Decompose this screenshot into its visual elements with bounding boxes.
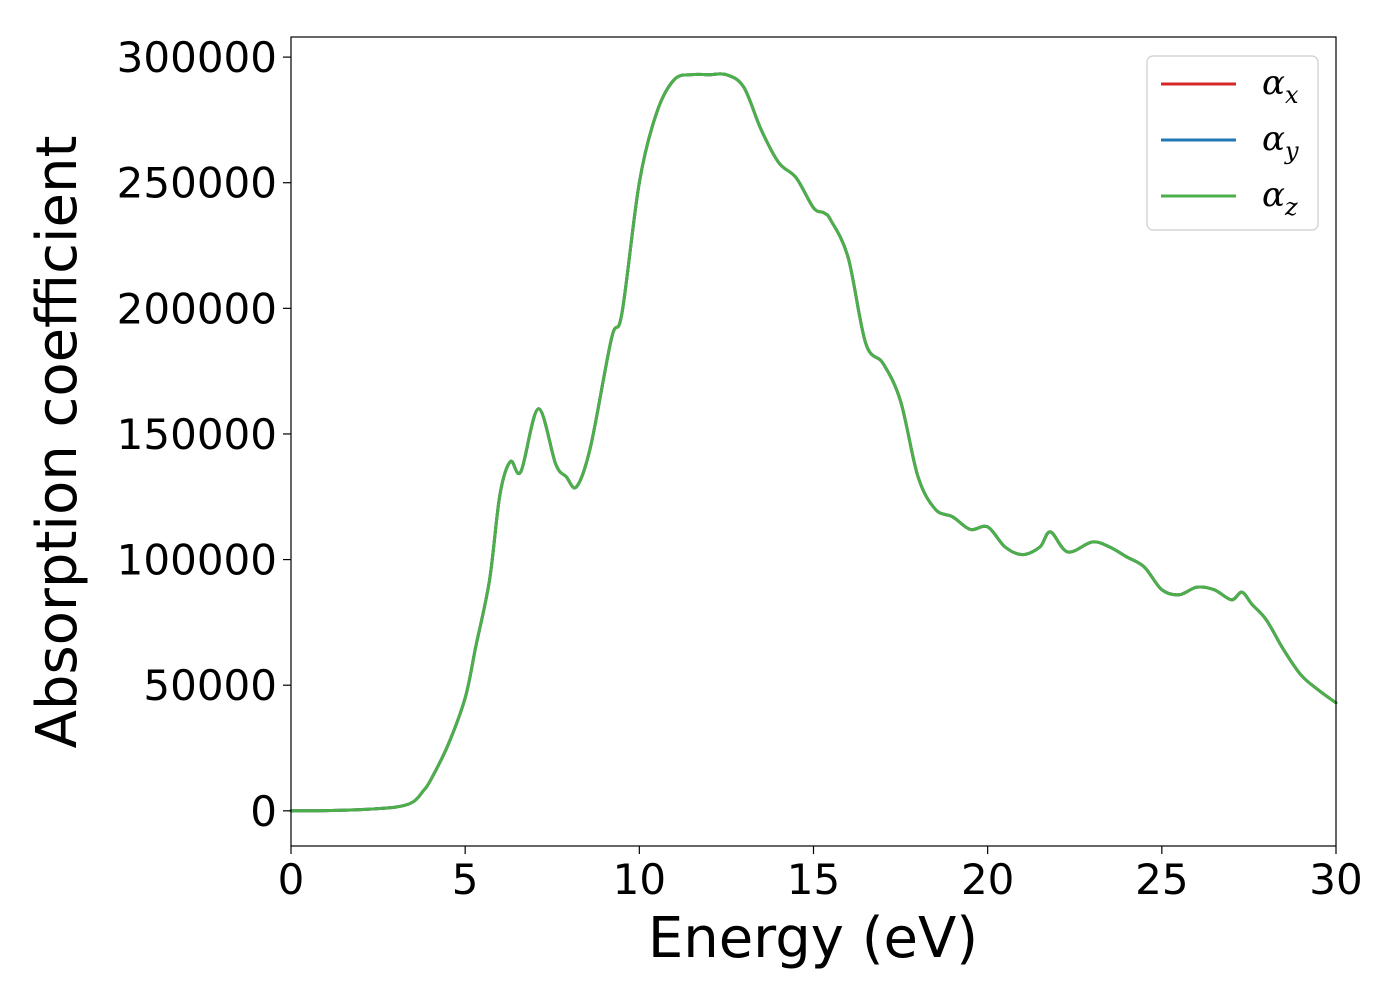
legend-label-z: αz bbox=[1262, 175, 1298, 221]
x-tick-label: 15 bbox=[787, 855, 840, 904]
x-tick-label: 25 bbox=[1135, 855, 1188, 904]
y-tick-label: 50000 bbox=[143, 661, 277, 710]
y-tick-label: 250000 bbox=[117, 159, 277, 208]
x-tick-label: 10 bbox=[613, 855, 666, 904]
legend: αx αy αz bbox=[1146, 55, 1319, 231]
y-tick-label: 100000 bbox=[117, 536, 277, 585]
series-line-z bbox=[289, 72, 1338, 813]
y-tick-label: 0 bbox=[250, 787, 277, 836]
x-tick-label: 5 bbox=[452, 855, 479, 904]
y-axis-ticks: 0 50000 100000 150000 200000 250000 300000 bbox=[117, 33, 291, 836]
legend-items: αx αy αz bbox=[1161, 63, 1299, 221]
series-layer bbox=[289, 72, 1338, 813]
x-axis-title: Energy (eV) bbox=[648, 906, 978, 971]
legend-box bbox=[1146, 55, 1319, 231]
y-tick-label: 300000 bbox=[117, 33, 277, 82]
y-tick-label: 150000 bbox=[117, 410, 277, 459]
x-axis-ticks: 0 5 10 15 20 25 30 bbox=[278, 846, 1363, 904]
x-tick-label: 0 bbox=[278, 855, 305, 904]
legend-label-y: αy bbox=[1262, 119, 1299, 165]
y-tick-label: 200000 bbox=[117, 284, 277, 333]
legend-label-x: αx bbox=[1262, 63, 1299, 109]
y-axis-title: Absorption coefficient bbox=[25, 136, 90, 749]
x-tick-label: 30 bbox=[1309, 855, 1362, 904]
x-tick-label: 20 bbox=[961, 855, 1014, 904]
